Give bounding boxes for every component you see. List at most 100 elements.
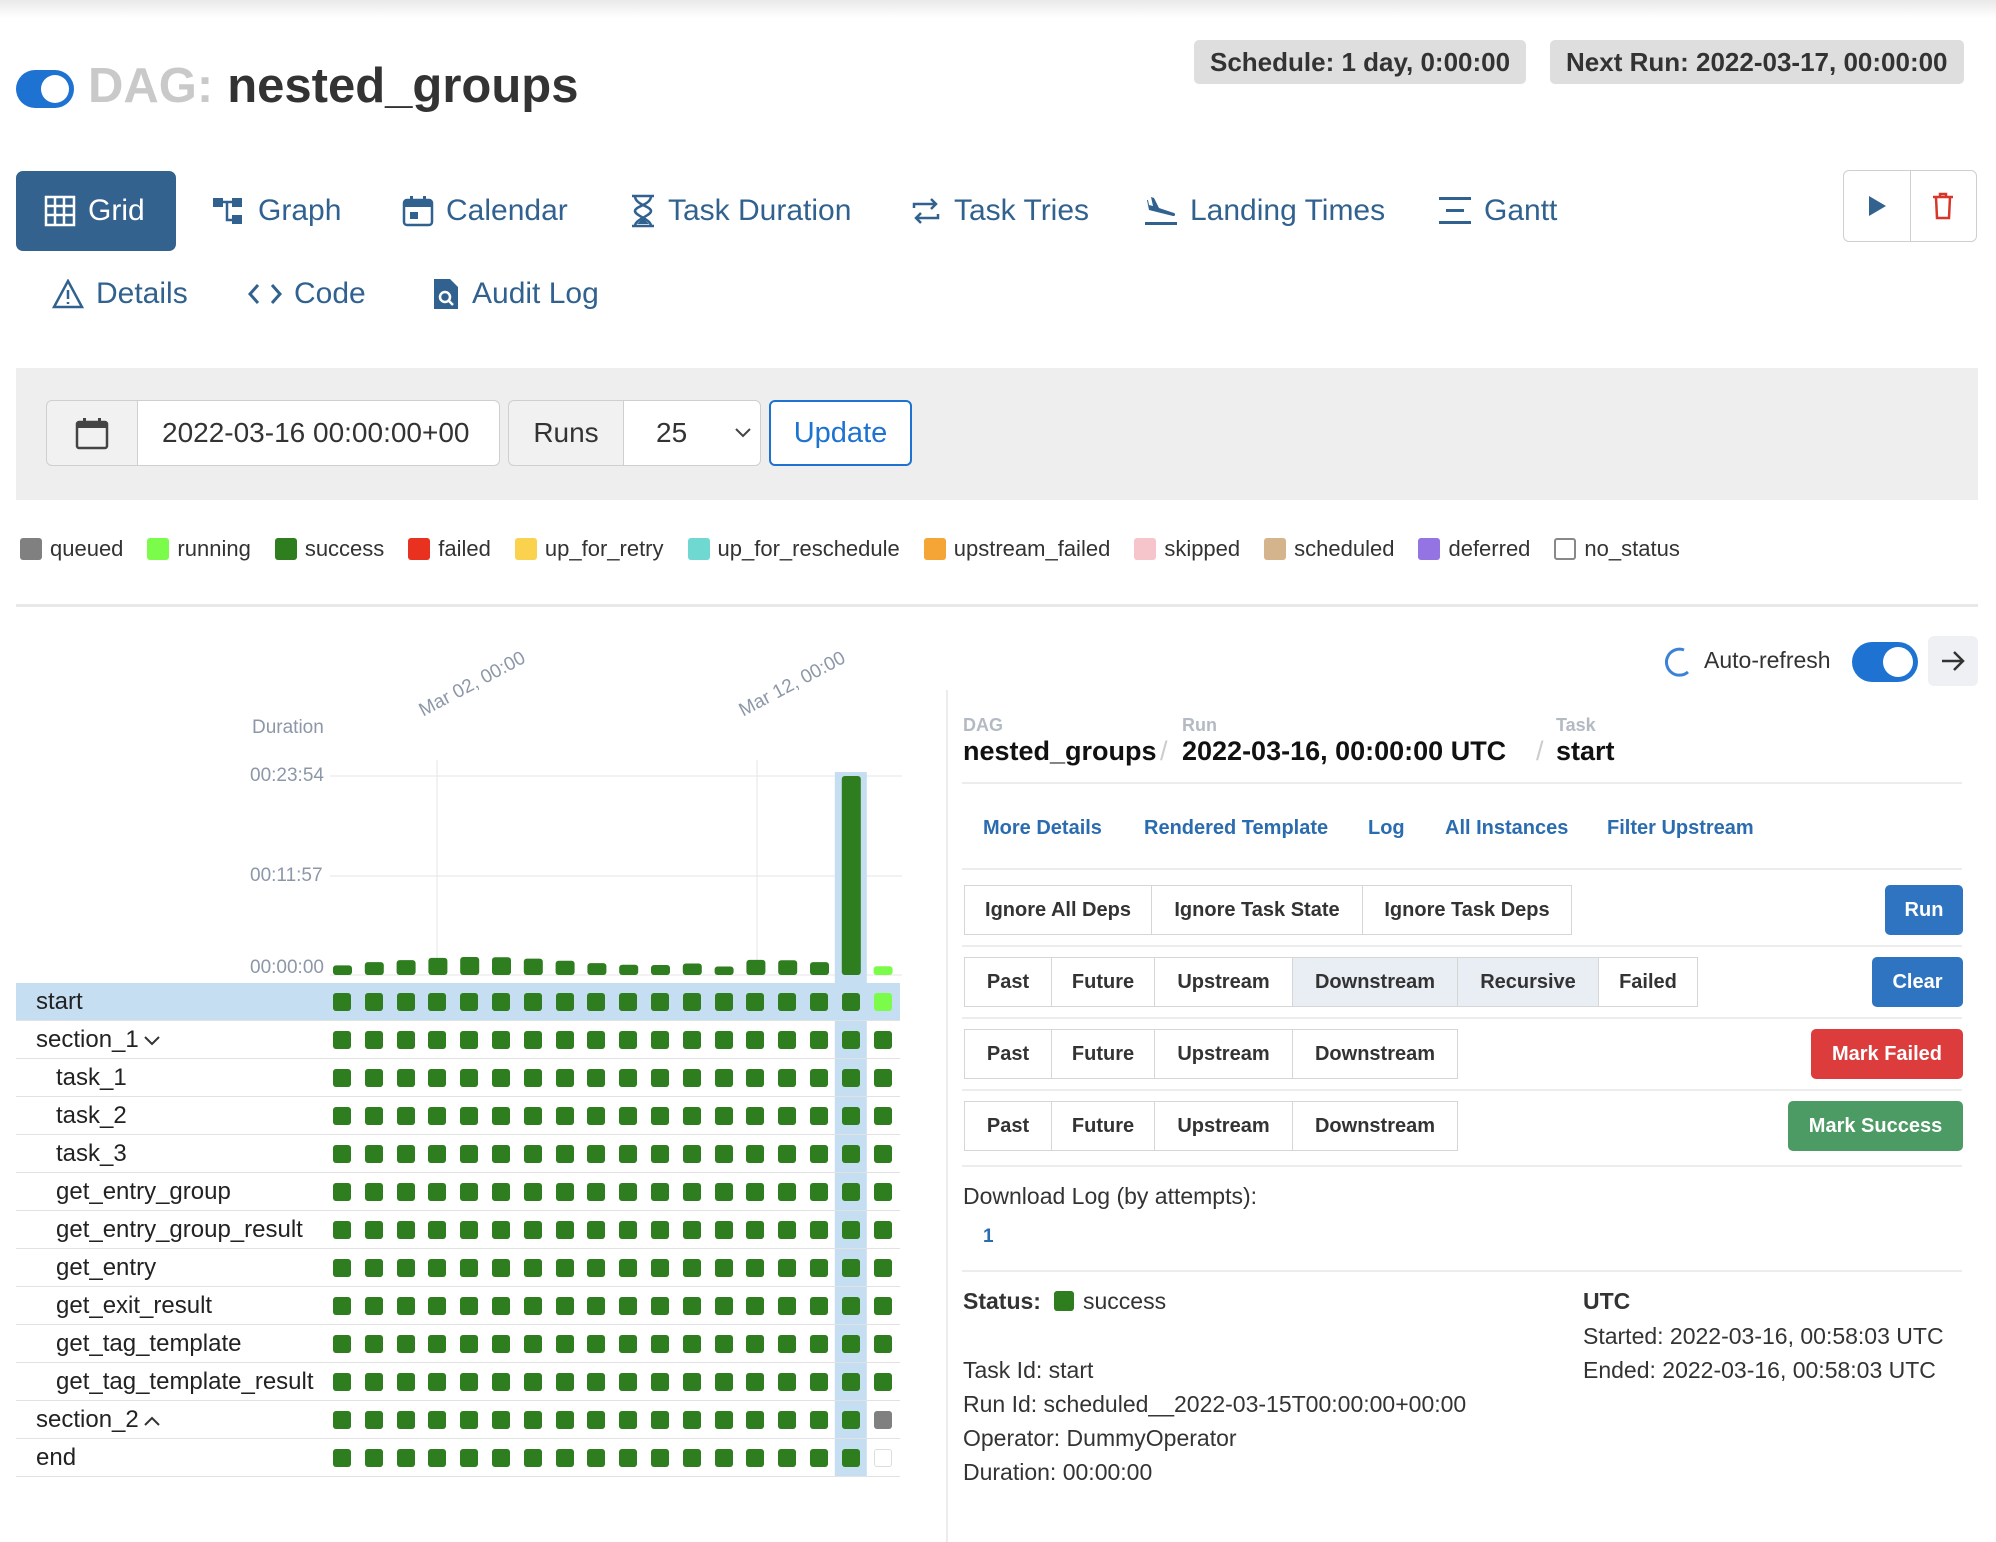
task-instance-cell[interactable] (746, 1069, 765, 1087)
task-instance-cell[interactable] (841, 1183, 860, 1201)
task-instance-cell[interactable] (492, 1031, 510, 1049)
task-instance-cell[interactable] (841, 1145, 860, 1163)
task-instance-cell[interactable] (778, 1411, 797, 1429)
task-row[interactable]: task_1 (16, 1059, 900, 1097)
task-instance-cell[interactable] (364, 993, 383, 1011)
task-instance-cell[interactable] (428, 1183, 447, 1201)
task-row[interactable]: section_2 (16, 1401, 900, 1439)
task-instance-cell[interactable] (619, 1373, 638, 1391)
task-instance-cell[interactable] (555, 1259, 574, 1277)
task-instance-cell[interactable] (873, 1069, 892, 1087)
clear-downstream-option[interactable]: Downstream (1292, 957, 1458, 1007)
task-instance-cell[interactable] (333, 1259, 351, 1277)
duration-bar[interactable] (682, 963, 702, 975)
task-row[interactable]: get_tag_template (16, 1325, 900, 1363)
task-instance-cell[interactable] (651, 1069, 669, 1087)
clear-upstream-option[interactable]: Upstream (1154, 957, 1293, 1007)
legend-item-deferred[interactable]: deferred (1418, 536, 1530, 562)
task-instance-cell[interactable] (778, 1335, 797, 1353)
duration-bar[interactable] (714, 966, 734, 975)
task-label[interactable]: task_3 (56, 1135, 127, 1172)
task-instance-cell[interactable] (555, 1335, 574, 1353)
task-label[interactable]: get_entry_group (56, 1173, 231, 1210)
task-label[interactable]: start (36, 983, 83, 1020)
chevron-down-icon[interactable] (143, 1035, 161, 1047)
task-instance-cell[interactable] (746, 1259, 765, 1277)
task-instance-cell[interactable] (396, 1221, 415, 1239)
task-instance-cell[interactable] (555, 1183, 574, 1201)
legend-item-success[interactable]: success (274, 536, 384, 562)
delete-dag-button[interactable] (1909, 171, 1977, 241)
task-instance-cell[interactable] (523, 1145, 542, 1163)
task-instance-cell[interactable] (714, 1335, 733, 1353)
task-instance-cell[interactable] (841, 993, 860, 1011)
task-instance-cell[interactable] (682, 1297, 701, 1315)
task-instance-cell[interactable] (396, 1259, 415, 1277)
task-instance-cell[interactable] (460, 1145, 479, 1163)
duration-bar[interactable] (460, 956, 480, 975)
task-instance-cell[interactable] (587, 1069, 606, 1087)
task-instance-cell[interactable] (810, 1373, 828, 1391)
task-instance-cell[interactable] (873, 1259, 892, 1277)
task-instance-cell[interactable] (333, 1297, 351, 1315)
task-instance-cell[interactable] (810, 1221, 828, 1239)
task-label[interactable]: task_2 (56, 1097, 127, 1134)
task-instance-cell[interactable] (810, 1297, 828, 1315)
task-instance-cell[interactable] (651, 1183, 669, 1201)
task-instance-cell[interactable] (841, 1449, 860, 1467)
task-instance-cell[interactable] (428, 1335, 447, 1353)
task-instance-cell[interactable] (841, 1107, 860, 1125)
task-instance-cell[interactable] (682, 1031, 701, 1049)
task-instance-cell[interactable] (396, 1297, 415, 1315)
task-instance-cell[interactable] (746, 1221, 765, 1239)
task-instance-cell[interactable] (714, 1145, 733, 1163)
task-instance-cell[interactable] (333, 1069, 351, 1087)
rendered-template-link[interactable]: Rendered Template (1144, 817, 1329, 839)
task-instance-cell[interactable] (682, 1373, 701, 1391)
task-instance-cell[interactable] (714, 1297, 733, 1315)
task-instance-cell[interactable] (714, 1259, 733, 1277)
tab-graph[interactable]: Graph (212, 171, 341, 251)
task-instance-cell[interactable] (810, 1335, 828, 1353)
update-button[interactable]: Update (769, 400, 912, 466)
task-instance-cell[interactable] (523, 1449, 542, 1467)
task-instance-cell[interactable] (364, 1107, 383, 1125)
task-instance-cell[interactable] (587, 1259, 606, 1277)
task-instance-cell[interactable] (428, 1449, 447, 1467)
task-instance-cell[interactable] (428, 1145, 447, 1163)
task-instance-cell[interactable] (682, 1259, 701, 1277)
task-instance-cell[interactable] (396, 1069, 415, 1087)
task-instance-cell[interactable] (873, 1411, 892, 1429)
task-instance-cell[interactable] (619, 1411, 638, 1429)
task-instance-cell[interactable] (396, 1145, 415, 1163)
task-instance-cell[interactable] (587, 1145, 606, 1163)
task-instance-cell[interactable] (810, 1449, 828, 1467)
task-instance-cell[interactable] (555, 1297, 574, 1315)
task-instance-cell[interactable] (587, 1449, 606, 1467)
duration-bar[interactable] (746, 959, 766, 975)
success-downstream-option[interactable]: Downstream (1292, 1101, 1458, 1151)
task-instance-cell[interactable] (460, 993, 479, 1011)
duration-bar[interactable] (810, 962, 829, 975)
task-instance-cell[interactable] (364, 1373, 383, 1391)
task-instance-cell[interactable] (841, 1221, 860, 1239)
more-details-link[interactable]: More Details (983, 817, 1102, 839)
task-instance-cell[interactable] (492, 1259, 510, 1277)
task-instance-cell[interactable] (714, 1069, 733, 1087)
task-instance-cell[interactable] (523, 1221, 542, 1239)
duration-bar[interactable] (873, 966, 893, 975)
task-instance-cell[interactable] (587, 1031, 606, 1049)
task-row[interactable]: section_1 (16, 1021, 900, 1059)
all-instances-link[interactable]: All Instances (1445, 817, 1569, 839)
task-row[interactable]: end (16, 1439, 900, 1477)
task-instance-cell[interactable] (841, 1297, 860, 1315)
task-instance-cell[interactable] (333, 1449, 351, 1467)
task-instance-cell[interactable] (619, 1449, 638, 1467)
task-instance-cell[interactable] (460, 1069, 479, 1087)
task-instance-cell[interactable] (873, 1335, 892, 1353)
date-picker-button[interactable] (46, 400, 138, 466)
legend-item-queued[interactable]: queued (20, 536, 123, 562)
log-link[interactable]: Log (1368, 817, 1405, 839)
task-instance-cell[interactable] (873, 1373, 892, 1391)
task-instance-cell[interactable] (810, 1145, 828, 1163)
